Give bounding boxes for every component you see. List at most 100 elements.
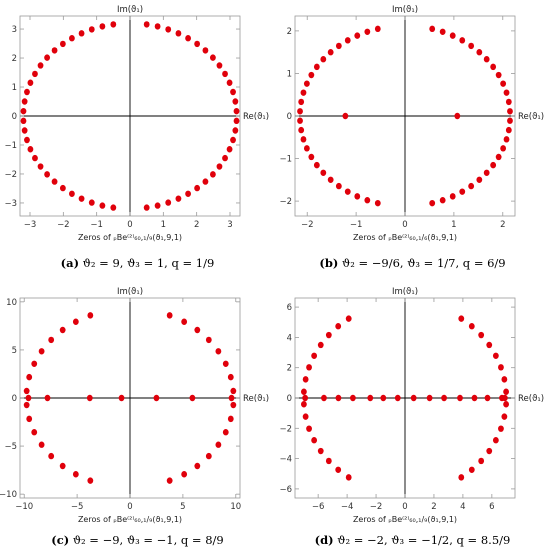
x-tick-label-b: −1: [350, 220, 363, 230]
zero-point-d: [345, 315, 352, 322]
bottom-label-a: Zeros of ₚBe⁽²⁾₆₀,₁/₉(ϑ₁,9,1): [78, 233, 182, 242]
zero-point-d: [302, 413, 309, 420]
zero-point-b: [374, 25, 381, 33]
y-axis-label-a: Im(ϑ₁): [117, 5, 143, 15]
zero-point-b: [468, 182, 475, 190]
caption-c-text: ϑ₂ = −9, ϑ₃ = −1, q = 8/9: [72, 533, 224, 547]
zero-point-a: [44, 54, 51, 61]
zero-point-a: [20, 107, 27, 115]
y-tick-label-b: −2: [279, 197, 292, 207]
zero-point-b: [429, 199, 436, 207]
zero-point-real-b: [454, 112, 461, 120]
y-tick-label-d: −2: [279, 424, 292, 434]
zero-point-d: [468, 466, 475, 473]
zero-point-a: [232, 127, 239, 134]
zero-point-c: [72, 318, 79, 325]
y-tick-label-d: 6: [287, 303, 292, 313]
zero-point-real-d: [441, 394, 447, 402]
zero-point-a: [216, 62, 223, 69]
zero-point-c: [222, 360, 229, 367]
zero-point-c: [87, 312, 94, 319]
bottom-label-d: Zeros of ₚBe⁽²⁾₆₀,₁/₉(ϑ₁,9,1): [353, 515, 457, 524]
y-axis-label-d: Im(ϑ₁): [392, 287, 418, 297]
zero-point-d: [325, 331, 332, 339]
x-tick-label-d: −2: [370, 502, 383, 512]
zero-point-b: [354, 32, 361, 39]
zero-point-a: [69, 35, 75, 42]
zero-point-c: [166, 312, 173, 319]
zero-point-real-c: [189, 394, 196, 402]
zero-point-real-d: [426, 394, 433, 402]
zero-point-b: [320, 56, 327, 63]
zero-point-a: [27, 146, 34, 153]
zero-point-a: [194, 40, 201, 48]
zero-point-a: [226, 146, 233, 153]
zero-point-c: [31, 429, 38, 436]
y-tick-label-c: 5: [12, 346, 17, 356]
zero-point-a: [110, 204, 117, 211]
caption-a: (a) ϑ₂ = 9, ϑ₃ = 1, q = 1/9: [0, 256, 275, 270]
zero-point-d: [311, 437, 318, 444]
zero-point-a: [233, 107, 240, 115]
y-tick-label-b: 1: [287, 69, 292, 79]
zero-point-b: [449, 193, 456, 200]
zero-point-a: [37, 62, 44, 69]
zero-point-real-d: [501, 394, 508, 402]
y-axis-label-b: Im(ϑ₁): [392, 5, 418, 15]
caption-b-text: ϑ₂ = −9/6, ϑ₃ = 1/7, q = 6/9: [341, 256, 506, 270]
x-tick-label-a: −3: [24, 220, 37, 230]
zero-point-d: [492, 437, 499, 444]
y-axis-label-c: Im(ϑ₁): [117, 287, 143, 297]
zero-point-b: [495, 153, 502, 161]
zero-point-b: [505, 98, 512, 106]
zero-point-c: [215, 348, 222, 355]
zero-point-c: [23, 387, 30, 395]
chart-panel-b: −2 −1 0 1 2 −2 −1 0 1 2 Im(ϑ₁) Re(ϑ₁) Zeros of ₚBe⁽²…: [275, 0, 550, 252]
zero-point-b: [297, 108, 303, 115]
y-tick-label-b: 0: [287, 112, 292, 122]
y-tick-label-a: 3: [12, 25, 17, 35]
zero-point-a: [32, 70, 38, 78]
zero-point-real-c: [44, 394, 51, 402]
y-tick-label-d: 4: [287, 333, 292, 343]
zero-point-b: [327, 49, 334, 56]
zero-point-b: [374, 199, 381, 207]
zero-point-a: [143, 21, 150, 28]
zero-point-real-d: [394, 394, 401, 402]
zero-point-b: [308, 71, 315, 79]
zero-point-c: [181, 318, 188, 325]
zero-point-b: [507, 117, 513, 124]
zero-point-c: [38, 441, 45, 448]
zero-point-b: [298, 98, 305, 106]
zero-point-b: [468, 42, 475, 50]
zero-point-d: [345, 474, 352, 481]
zero-point-a: [175, 195, 182, 202]
zero-point-c: [48, 452, 55, 460]
y-tick-label-a: −1: [4, 141, 17, 151]
chart-panel-a: −3 −2 −1 0 1 2 3 −3 −2 −1 0 1 2 3 Im(ϑ₁) Re(ϑ₁) Zeros of…: [0, 0, 275, 252]
zero-point-d: [325, 457, 332, 465]
caption-d-text: ϑ₂ = −2, ϑ₃ = −1/2, q = 8.5/9: [337, 533, 511, 547]
zero-point-a: [222, 70, 228, 78]
zero-point-real-d: [484, 394, 491, 402]
zero-point-d: [478, 331, 485, 339]
zero-point-b: [505, 126, 512, 134]
bottom-label-b: Zeros of ₚBe⁽²⁾₆₀,₁/₆(ϑ₁,9,1): [353, 233, 457, 242]
zero-point-real-d: [380, 394, 387, 402]
zero-point-real-d: [410, 394, 417, 402]
zero-point-d: [301, 401, 307, 408]
x-tick-label-b: 2: [500, 220, 505, 230]
y-tick-label-a: 0: [12, 112, 17, 122]
zero-point-d: [301, 388, 307, 395]
zero-point-c: [205, 336, 212, 344]
zero-point-b: [313, 63, 320, 71]
zero-point-a: [154, 23, 161, 30]
x-axis-label-b: Re(ϑ₁): [518, 112, 544, 122]
zero-point-a: [154, 202, 161, 209]
y-tick-label-c: −10: [0, 490, 17, 500]
zero-point-b: [364, 28, 371, 35]
zero-point-a: [37, 163, 44, 170]
y-tick-label-d: 2: [287, 364, 292, 374]
zero-point-d: [306, 425, 312, 432]
zero-point-b: [507, 108, 513, 115]
